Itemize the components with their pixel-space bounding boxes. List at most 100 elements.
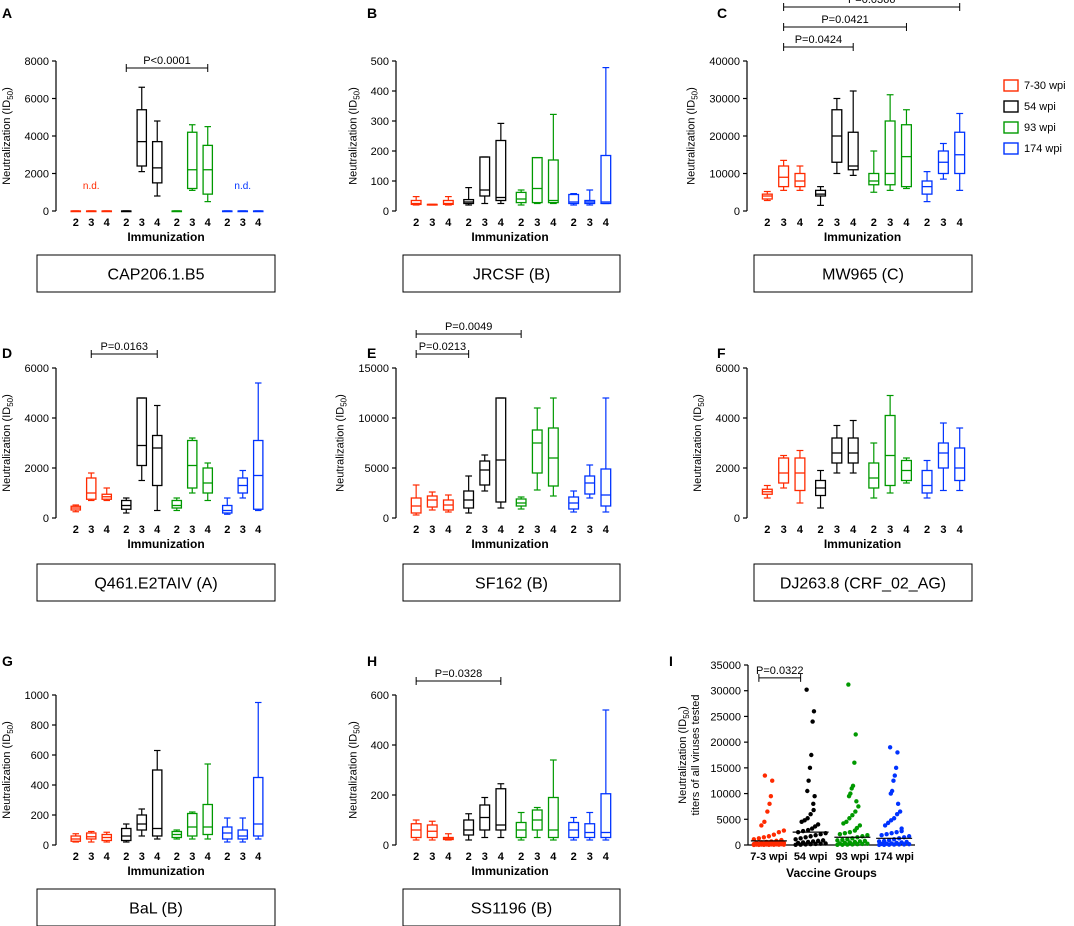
data-point <box>887 745 893 750</box>
box-93-wpi-imm4 <box>900 457 913 484</box>
data-point <box>776 829 782 835</box>
data-point <box>894 811 900 817</box>
imm-tick-label: 2 <box>123 217 129 229</box>
panel-i: I 0 5000 10000 15000 20000 25000 30000 35000 Neut… <box>669 653 915 880</box>
y-tick-label: 10000 <box>710 789 741 801</box>
data-point <box>888 818 894 823</box>
data-point <box>770 778 775 783</box>
box-174-wpi-imm3 <box>584 464 596 499</box>
imm-tick-label: 4 <box>850 217 857 229</box>
imm-tick-label: 2 <box>413 217 419 229</box>
imm-tick-label: 3 <box>189 524 195 536</box>
box-54-wpi-imm2 <box>463 475 475 514</box>
y-tick-label: 25000 <box>710 711 741 723</box>
legend-label: 93 wpi <box>1024 122 1056 134</box>
data-point <box>856 804 861 809</box>
imm-tick-label: 3 <box>534 851 540 863</box>
imm-tick-label: 3 <box>940 217 946 229</box>
box-174-wpi-imm4 <box>600 709 612 841</box>
x-axis-label: Immunization <box>824 537 901 551</box>
panel-letter: B <box>367 5 377 21</box>
series-7-30-wpi <box>750 773 787 848</box>
box-93-wpi-imm4 <box>547 759 559 841</box>
data-point <box>850 812 855 818</box>
imm-tick-label: 2 <box>73 217 79 229</box>
legend-swatch <box>1003 100 1019 113</box>
data-point <box>811 709 817 714</box>
imm-tick-label: 3 <box>587 524 593 536</box>
virus-name: CAP206.1.B5 <box>108 267 205 284</box>
box-iqr <box>495 788 507 831</box>
box-iqr <box>151 140 163 184</box>
data-point <box>805 827 811 833</box>
box-7-30-wpi-imm2 <box>410 819 422 841</box>
y-tick-label: 400 <box>371 740 389 752</box>
imm-tick-label: 3 <box>189 217 195 229</box>
data-point <box>853 732 858 737</box>
x-axis-label: Immunization <box>471 230 548 244</box>
virus-name-box <box>402 563 621 602</box>
box-iqr <box>120 827 132 842</box>
data-point <box>884 832 889 837</box>
box-iqr <box>479 156 491 197</box>
data-point <box>845 837 850 842</box>
imm-tick-label: 3 <box>587 217 593 229</box>
category-label: 174 wpi <box>874 851 914 863</box>
data-point <box>886 842 892 847</box>
virus-name: DJ263.8 (CRF_02_AG) <box>780 576 946 593</box>
p-value-label: P=0.0366 <box>848 0 895 6</box>
box-iqr <box>547 796 559 839</box>
y-axis-label: Neutralization (ID50) <box>1 394 15 492</box>
box-7-30-wpi-imm2 <box>70 210 82 213</box>
y-tick-label: 0 <box>735 840 741 852</box>
p-value-label: P=0.0213 <box>419 341 466 353</box>
data-point <box>808 811 813 817</box>
data-point <box>882 823 888 828</box>
data-point <box>888 791 893 796</box>
p-value-label: P=0.0322 <box>756 665 803 677</box>
imm-tick-label: 2 <box>764 217 770 229</box>
p-value-label: P<0.0001 <box>143 55 190 67</box>
box-iqr <box>479 460 491 486</box>
imm-tick-label: 2 <box>764 524 770 536</box>
imm-tick-label: 2 <box>174 524 180 536</box>
box-93-wpi-imm4 <box>202 763 214 840</box>
imm-tick-label: 4 <box>903 524 910 536</box>
imm-tick-label: 4 <box>205 851 212 863</box>
x-axis-label: Immunization <box>471 537 548 551</box>
box-93-wpi-imm2 <box>515 496 527 510</box>
box-174-wpi-imm4 <box>954 112 966 191</box>
y-tick-label: 10000 <box>709 169 740 181</box>
significance-bracket: P<0.0001 <box>125 55 209 72</box>
box-54-wpi-imm3 <box>831 424 843 474</box>
box-iqr <box>531 429 543 474</box>
imm-tick-label: 3 <box>139 524 145 536</box>
x-axis-label: Immunization <box>127 230 204 244</box>
imm-tick-label: 4 <box>445 524 452 536</box>
data-point <box>906 834 912 839</box>
data-point <box>781 828 787 833</box>
data-point <box>846 793 852 799</box>
data-point <box>756 836 762 841</box>
y-tick-label: 200 <box>371 790 389 802</box>
box-54-wpi-imm3 <box>136 397 148 482</box>
virus-name: JRCSF (B) <box>473 267 550 284</box>
imm-tick-label: 2 <box>413 851 419 863</box>
y-tick-label: 600 <box>371 690 389 702</box>
box-93-wpi-imm4 <box>547 397 559 497</box>
y-tick-label: 15000 <box>710 763 741 775</box>
imm-tick-label: 3 <box>587 851 593 863</box>
imm-tick-label: 2 <box>924 524 930 536</box>
imm-tick-label: 2 <box>174 851 180 863</box>
significance-bracket: P=0.0213 <box>415 341 470 358</box>
box-7-30-wpi-imm4 <box>442 833 454 841</box>
data-point <box>811 801 816 807</box>
box-iqr <box>847 131 859 171</box>
y-tick-label: 2000 <box>25 169 49 181</box>
imm-tick-label: 4 <box>850 524 857 536</box>
data-point <box>793 842 798 848</box>
legend-swatch <box>1003 142 1019 155</box>
y-tick-label: 15000 <box>358 363 389 375</box>
box-iqr <box>900 124 913 188</box>
